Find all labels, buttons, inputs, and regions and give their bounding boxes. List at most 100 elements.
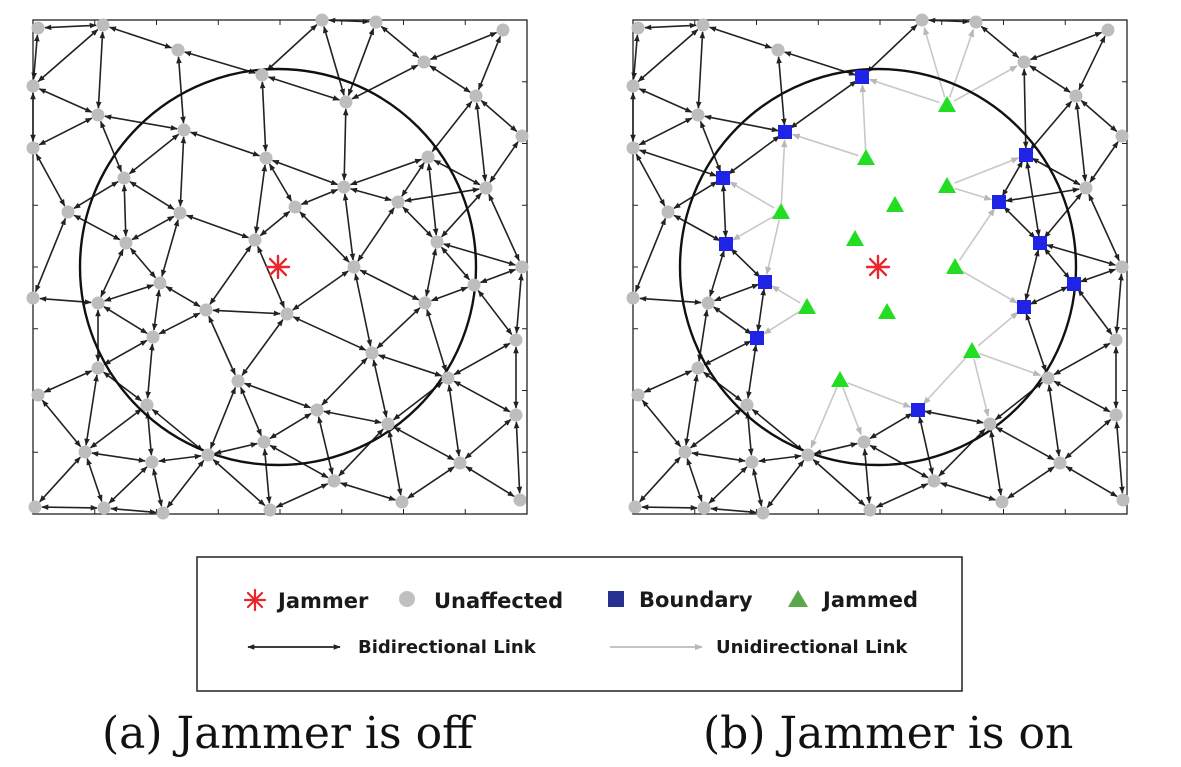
bidirectional-link xyxy=(1025,312,1047,373)
unidirectional-link xyxy=(780,139,788,205)
bidirectional-link xyxy=(240,386,262,437)
bidirectional-link xyxy=(129,247,157,279)
unaffected-node xyxy=(1079,181,1093,195)
bidirectional-link xyxy=(340,482,396,501)
unidirectional-link xyxy=(765,219,780,275)
bidirectional-link xyxy=(387,430,403,496)
unaffected-node xyxy=(257,435,271,449)
bidirectional-link xyxy=(474,102,488,182)
bidirectional-link xyxy=(745,411,754,456)
bidirectional-link xyxy=(90,408,142,449)
bidirectional-link xyxy=(241,319,284,376)
unaffected-node xyxy=(339,95,353,109)
bidirectional-link xyxy=(1001,160,1024,197)
unaffected-node xyxy=(740,398,754,412)
bidirectional-link xyxy=(131,215,175,241)
bidirectional-link xyxy=(447,384,461,457)
bidirectional-link xyxy=(1043,247,1071,280)
unaffected-node xyxy=(628,500,642,514)
bidirectional-link xyxy=(691,451,746,463)
caption-panel-a: (a) Jammer is off xyxy=(102,708,476,759)
bidirectional-link xyxy=(1029,100,1073,151)
legend-unaffected-marker-icon xyxy=(399,591,415,607)
unaffected-node xyxy=(263,503,277,517)
bidirectional-link xyxy=(160,219,180,277)
unaffected-node xyxy=(315,13,329,27)
jammer-stroke xyxy=(868,257,888,277)
unaffected-node xyxy=(691,108,705,122)
bidirectional-link xyxy=(453,342,511,376)
bidirectional-link xyxy=(637,28,699,83)
bidirectional-link xyxy=(176,56,186,124)
bidirectional-link xyxy=(756,288,766,332)
unaffected-node xyxy=(26,79,40,93)
caption-panel-b: (b) Jammer is on xyxy=(703,708,1073,759)
boundary-node xyxy=(1019,148,1033,162)
boundary-node xyxy=(855,70,869,84)
bidirectional-link xyxy=(377,354,443,377)
unaffected-node xyxy=(369,15,383,29)
bidirectional-link xyxy=(1029,31,1103,61)
bidirectional-link xyxy=(38,117,93,146)
bidirectional-link xyxy=(341,108,349,181)
unaffected-node xyxy=(288,200,302,214)
bidirectional-link xyxy=(152,468,163,507)
unidirectional-link xyxy=(732,215,775,241)
bidirectional-link xyxy=(351,64,419,100)
unaffected-node xyxy=(327,474,341,488)
bidirectional-link xyxy=(1046,244,1116,266)
unaffected-node xyxy=(745,455,759,469)
bidirectional-link xyxy=(91,451,146,463)
bidirectional-link xyxy=(349,158,423,186)
panel-b-jammer xyxy=(865,254,891,280)
bidirectional-link xyxy=(402,206,433,238)
bidirectional-link xyxy=(709,250,725,297)
bidirectional-link xyxy=(1078,35,1106,91)
unaffected-node xyxy=(1101,23,1115,37)
unaffected-node xyxy=(255,68,269,82)
panel-b-nodes xyxy=(626,13,1130,520)
bidirectional-link xyxy=(488,193,520,262)
bidirectional-link xyxy=(638,88,693,113)
bidirectional-link xyxy=(480,99,518,133)
bidirectional-link xyxy=(643,370,693,393)
legend-jammer-label: Jammer xyxy=(276,589,369,613)
panel-jammer-off xyxy=(26,13,529,520)
bidirectional-link xyxy=(323,409,382,425)
bidirectional-link xyxy=(103,306,148,334)
unaffected-node xyxy=(310,403,324,417)
bidirectional-link xyxy=(1007,466,1055,499)
bidirectional-link xyxy=(268,163,293,202)
boundary-node xyxy=(1033,236,1047,250)
unaffected-node xyxy=(857,435,871,449)
jammed-node xyxy=(938,96,956,112)
panel-a-links xyxy=(30,17,524,515)
boundary-node xyxy=(992,195,1006,209)
unidirectional-link xyxy=(953,65,1018,102)
unidirectional-link xyxy=(958,207,996,261)
bidirectional-link xyxy=(184,51,256,74)
unaffected-node xyxy=(479,181,493,195)
bidirectional-link xyxy=(465,465,515,498)
bidirectional-link xyxy=(1114,421,1125,494)
bidirectional-link xyxy=(479,268,517,284)
bidirectional-link xyxy=(1088,193,1120,262)
bidirectional-link xyxy=(812,459,866,506)
bidirectional-link xyxy=(703,371,742,402)
jammed-node xyxy=(886,196,904,212)
legend-unaffected-label: Unaffected xyxy=(434,589,563,613)
bidirectional-link xyxy=(644,22,697,31)
bidirectional-link xyxy=(989,430,1003,496)
unidirectional-link xyxy=(859,84,867,151)
bidirectional-link xyxy=(1064,418,1112,460)
unaffected-node xyxy=(701,296,715,310)
bidirectional-link xyxy=(212,307,281,317)
jammed-node xyxy=(846,230,864,246)
unaffected-node xyxy=(995,495,1009,509)
unaffected-node xyxy=(441,371,455,385)
unaffected-node xyxy=(97,501,111,515)
unaffected-node xyxy=(697,501,711,515)
bidirectional-link xyxy=(426,309,447,372)
bidirectional-link xyxy=(634,217,667,293)
jammed-node xyxy=(938,177,956,193)
